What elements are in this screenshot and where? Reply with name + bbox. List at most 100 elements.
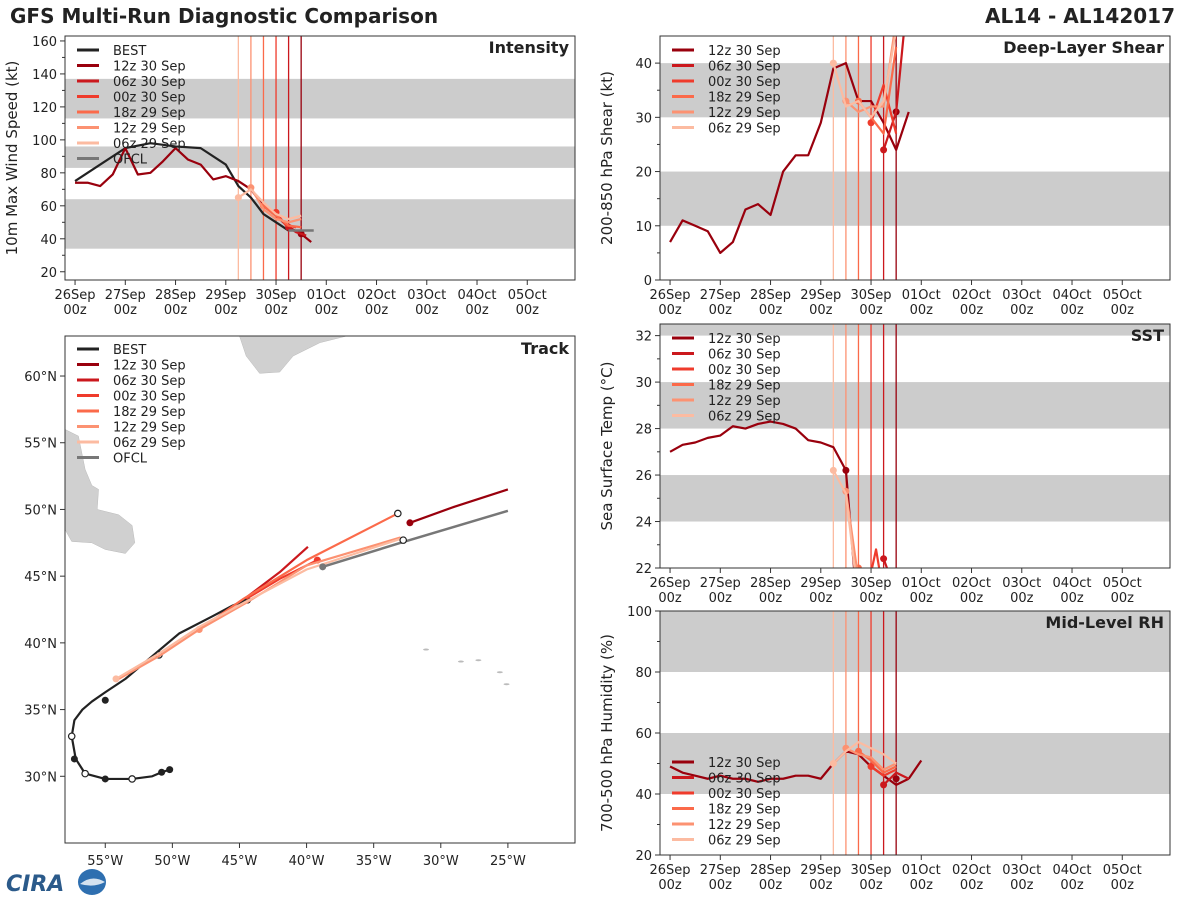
y-tick-label: 45°N (24, 570, 57, 585)
x-tick-label: 00z (658, 591, 682, 606)
x-tick-label: 00z (465, 303, 489, 318)
legend-entry: 12z 30 Sep (113, 60, 186, 75)
x-tick-label: 00z (709, 878, 733, 893)
series-point (867, 763, 875, 771)
plot-frame (64, 35, 576, 281)
legend-entry: 06z 29 Sep (113, 137, 186, 152)
track-point (158, 768, 166, 776)
x-tick-label: 26Sep (55, 288, 96, 303)
x-tick-label: 00z (1111, 303, 1135, 318)
panel-title: Track (521, 339, 569, 358)
x-tick-label: 04Oct (1053, 576, 1092, 591)
x-tick-label: 00z (1010, 591, 1034, 606)
y-tick-label: 100 (32, 134, 57, 149)
x-tick-label: 26Sep (650, 576, 691, 591)
plot-frame (64, 335, 576, 844)
y-tick-label: 60 (40, 200, 57, 215)
y-tick-label: 80 (635, 666, 652, 681)
x-tick-label: 04Oct (1053, 288, 1092, 303)
x-tick-label: 00z (264, 303, 288, 318)
x-tick-label: 45°W (222, 854, 258, 869)
x-tick-label: 00z (960, 878, 984, 893)
track-line-12z-29-sep (118, 536, 401, 680)
legend-entry: 12z 29 Sep (113, 122, 186, 137)
track-point (406, 519, 414, 527)
track-lines (67, 488, 509, 783)
series-group-intensity (74, 142, 314, 243)
series-line-00z-30-sep (869, 83, 898, 134)
series-group-rh (669, 741, 923, 789)
track-point-open (399, 536, 408, 544)
x-tick-label: 28Sep (750, 576, 791, 591)
x-tick-label: 00z (214, 303, 238, 318)
y-tick-label: 140 (32, 68, 57, 83)
series-line-best (74, 142, 290, 232)
legend-entry: 06z 30 Sep (113, 374, 186, 389)
track-line-12z-30-sep (409, 488, 509, 524)
x-tick-label: 28Sep (750, 863, 791, 878)
x-tick-label: 00z (910, 303, 934, 318)
legend-entry: OFCL (113, 452, 148, 467)
azores-island-4 (503, 683, 510, 686)
x-tick-label: 00z (1060, 303, 1084, 318)
y-axis-label: 700-500 hPa Humidity (%) (598, 634, 616, 832)
y-tick-label: 32 (635, 330, 652, 345)
legend-entry: 18z 29 Sep (708, 379, 781, 394)
legend-entry: 12z 30 Sep (708, 756, 781, 771)
x-tick-label: 00z (1010, 878, 1034, 893)
legend-entry: 00z 30 Sep (708, 75, 781, 90)
y-axis-label: 10m Max Wind Speed (kt) (3, 61, 21, 256)
x-tick-label: 03Oct (1002, 576, 1041, 591)
y-tick-label: 50°N (24, 503, 57, 518)
legend-entry: 06z 30 Sep (113, 75, 186, 90)
newfoundland-landmass (65, 429, 136, 554)
panel-intensity: 2040608010012014016026Sep00z27Sep00z28Se… (3, 35, 576, 318)
legend-entry: 00z 30 Sep (113, 390, 186, 405)
x-tick-label: 02Oct (952, 576, 991, 591)
x-tick-label: 00z (415, 303, 439, 318)
x-tick-label: 40°W (289, 854, 325, 869)
x-tick-label: 28Sep (155, 288, 196, 303)
x-tick-label: 00z (658, 878, 682, 893)
series-line-06z-29-sep (832, 36, 897, 119)
x-tick-label: 29Sep (800, 288, 841, 303)
series-point (880, 555, 888, 563)
series-point (880, 781, 888, 789)
series-line-06z-29-sep (832, 741, 897, 765)
plot-frame (659, 323, 1171, 569)
y-tick-label: 60°N (24, 370, 57, 385)
track-point (319, 563, 327, 571)
x-tick-label: 00z (759, 303, 783, 318)
legend-entry: 06z 30 Sep (708, 348, 781, 363)
y-axis-label: 200-850 hPa Shear (kt) (598, 71, 616, 245)
legend-entry: 12z 29 Sep (113, 421, 186, 436)
x-tick-label: 00z (809, 878, 833, 893)
band-0 (660, 171, 1170, 226)
legend-entry: 12z 30 Sep (708, 332, 781, 347)
x-tick-label: 00z (910, 591, 934, 606)
x-tick-label: 27Sep (105, 288, 146, 303)
x-tick-label: 00z (759, 878, 783, 893)
y-tick-label: 30 (635, 111, 652, 126)
panel-title: Mid-Level RH (1045, 613, 1164, 632)
band-1 (660, 382, 1170, 429)
azores-island-2 (475, 659, 482, 662)
x-tick-label: 01Oct (902, 288, 941, 303)
x-tick-label: 00z (1111, 591, 1135, 606)
legend-entry: 12z 29 Sep (708, 818, 781, 833)
series-point (829, 760, 837, 767)
legend-entry: 06z 30 Sep (708, 772, 781, 787)
plot-frame (659, 35, 1171, 281)
y-tick-label: 30°N (24, 770, 57, 785)
series-line-00z-30-sep (870, 548, 881, 568)
series-tail (907, 759, 923, 780)
y-tick-label: 24 (635, 516, 652, 531)
series-line-06z-30-sep (882, 36, 905, 151)
page-title: GFS Multi-Run Diagnostic Comparison (10, 4, 439, 28)
track-point (70, 755, 78, 763)
series-point (829, 59, 837, 67)
x-tick-label: 27Sep (700, 576, 741, 591)
x-tick-label: 00z (709, 591, 733, 606)
track-point (101, 696, 109, 704)
